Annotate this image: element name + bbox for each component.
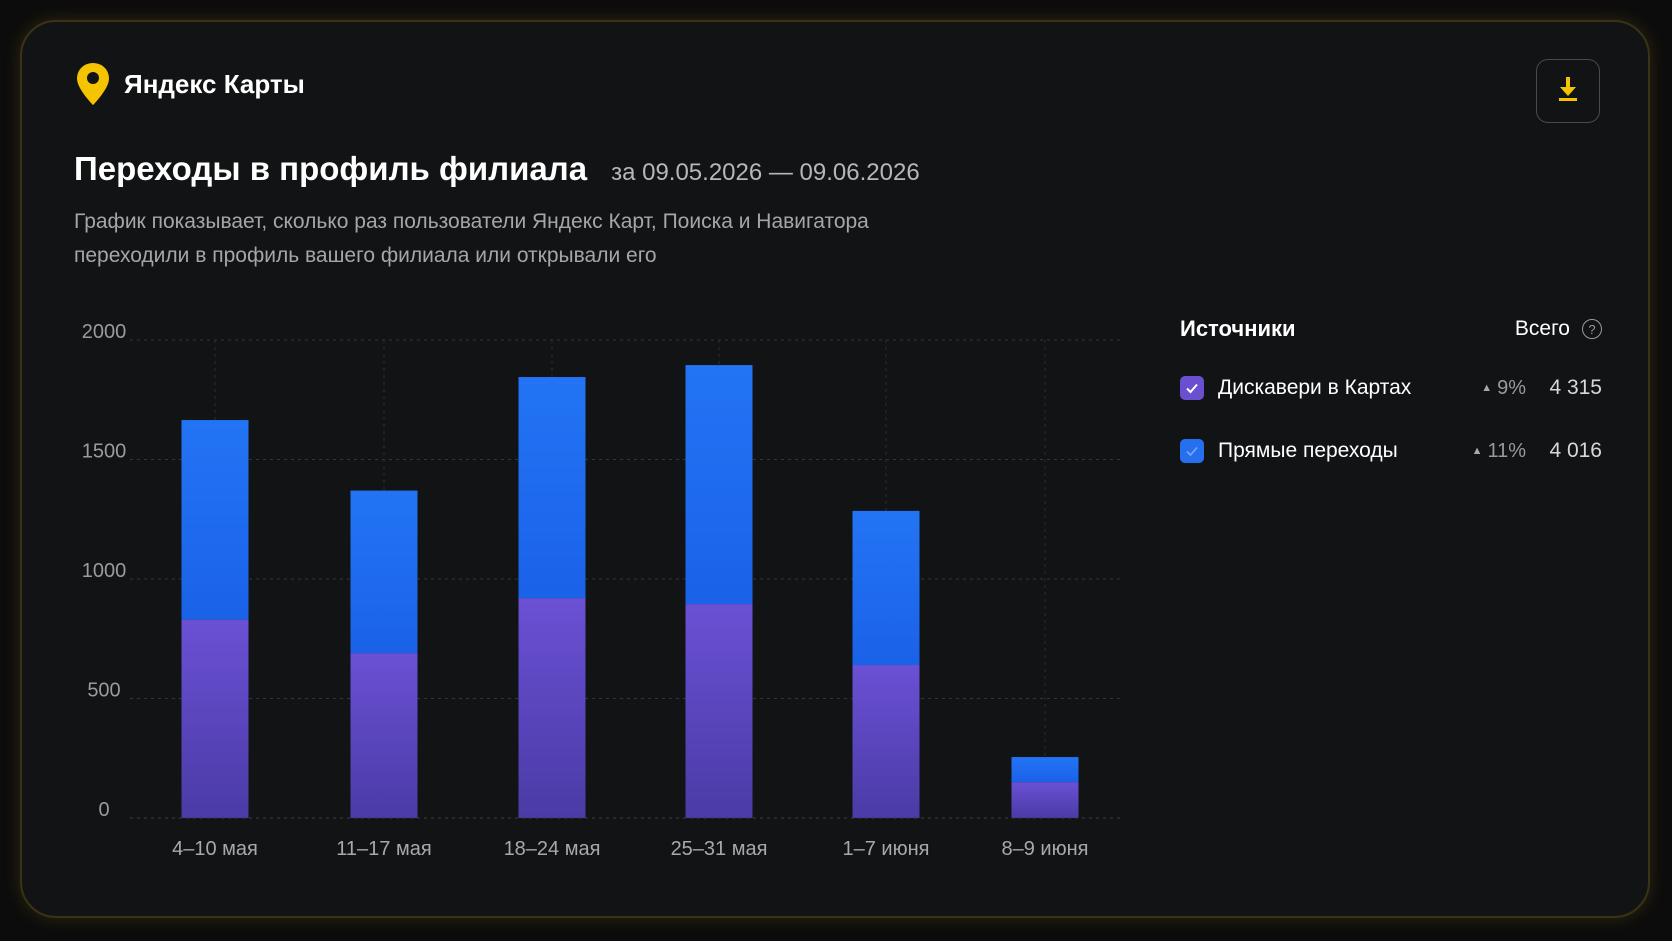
trend-badge: ▲ 9% [1466, 377, 1526, 400]
sources-legend: Источники Всего ? Дискавери в Картах ▲ 9… [1180, 312, 1602, 471]
x-tick-label: 1–7 июня [843, 838, 930, 860]
bar-segment-discovery [518, 598, 586, 818]
legend-title: Источники [1180, 316, 1296, 341]
x-tick-label: 25–31 мая [671, 838, 768, 860]
bar-segment-discovery [350, 653, 418, 818]
x-tick-label: 8–9 июня [1002, 838, 1089, 860]
y-tick-label: 0 [98, 799, 109, 821]
legend-item-discovery[interactable]: Дискавери в Картах ▲ 9% 4 315 [1180, 368, 1602, 408]
brand: Яндекс Карты [76, 62, 305, 106]
map-pin-icon [76, 62, 110, 106]
download-button[interactable] [1536, 59, 1600, 123]
legend-label: Дискавери в Картах [1218, 376, 1412, 399]
stacked-bar-chart: 0 500 1000 1500 2000 4–10 мая 11–17 мая 18–24 м… [82, 321, 1122, 860]
y-tick-label: 1500 [82, 441, 127, 463]
trend-up-icon: ▲ [1481, 382, 1493, 394]
bar-segment-discovery [852, 665, 920, 818]
bar-segment-direct [181, 420, 249, 620]
question-icon[interactable]: ? [1582, 319, 1602, 339]
legend-label: Прямые переходы [1218, 439, 1398, 462]
x-tick-label: 11–17 мая [336, 838, 431, 860]
bar-segment-direct [685, 365, 753, 605]
legend-value: 4 315 [1549, 376, 1602, 399]
legend-total-wrap: Всего ? [1515, 317, 1602, 341]
bar-segment-discovery [1011, 782, 1079, 818]
x-tick-label: 4–10 мая [172, 838, 258, 860]
bar-segment-direct [1011, 757, 1079, 783]
trend-value: 9% [1497, 376, 1526, 399]
bar-segment-direct [518, 377, 586, 599]
period-label: за 09.05.2026 — 09.06.2026 [611, 159, 920, 186]
trend-up-icon: ▲ [1471, 445, 1483, 457]
checkbox-direct[interactable] [1180, 439, 1204, 463]
brand-name: Яндекс Карты [124, 68, 305, 99]
legend-item-direct[interactable]: Прямые переходы ▲ 11% 4 016 [1180, 431, 1602, 471]
y-tick-label: 2000 [82, 321, 127, 343]
download-icon [1556, 75, 1580, 108]
page-title: Переходы в профиль филиала [74, 150, 588, 187]
checkbox-discovery[interactable] [1180, 376, 1204, 400]
trend-value: 11% [1487, 439, 1526, 462]
legend-header: Источники Всего ? [1180, 312, 1602, 346]
bar-segment-discovery [181, 619, 249, 818]
stats-card [20, 20, 1650, 918]
check-icon [1186, 446, 1198, 457]
bar-segment-direct [852, 510, 920, 666]
legend-total-label: Всего [1514, 317, 1570, 340]
legend-value: 4 016 [1549, 439, 1602, 462]
bar-segment-discovery [685, 604, 753, 818]
chart-description: График показывает, сколько раз пользоват… [74, 210, 869, 267]
trend-badge: ▲ 11% [1466, 440, 1526, 463]
bar-segment-direct [350, 490, 418, 654]
x-tick-label: 18–24 мая [504, 838, 601, 860]
y-tick-label: 500 [87, 680, 120, 702]
check-icon [1186, 383, 1198, 394]
y-tick-label: 1000 [82, 560, 127, 582]
title-row: Переходы в профиль филиала за 09.05.2026… [74, 150, 920, 188]
